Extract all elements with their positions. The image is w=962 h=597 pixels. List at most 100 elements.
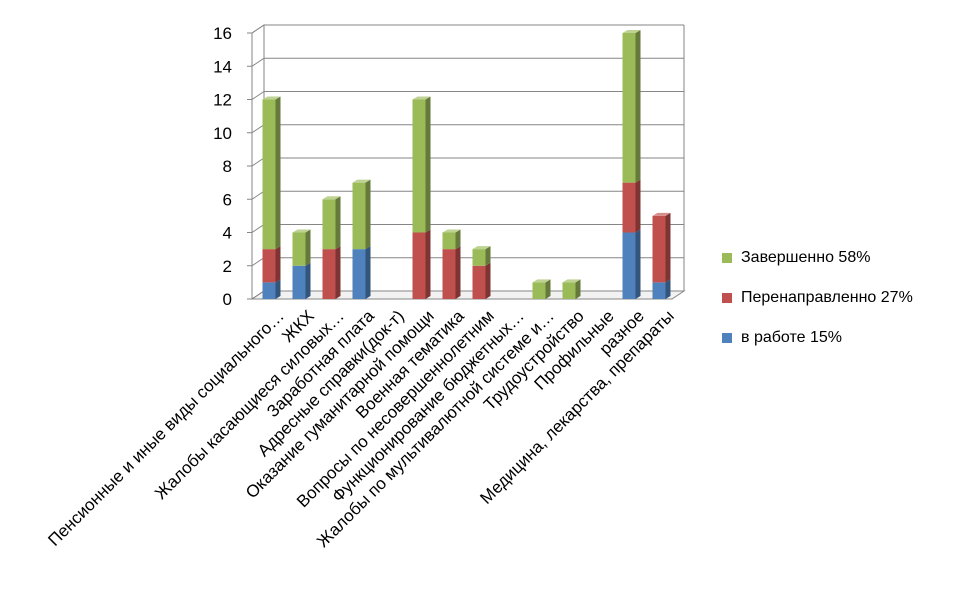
bar-side <box>425 229 431 299</box>
bar-side <box>635 30 641 183</box>
gridline <box>251 91 684 100</box>
bar-top <box>442 229 461 233</box>
bar-front <box>322 199 336 250</box>
legend-label-completed: Завершенно 58% <box>741 248 871 266</box>
bar-front <box>532 282 546 299</box>
bar-side <box>275 246 281 283</box>
bars <box>262 30 671 299</box>
bar-side <box>485 246 491 266</box>
bar-side <box>485 262 491 299</box>
y-tick-label: 4 <box>223 224 232 243</box>
legend-item-redirected[interactable]: Перенаправленно 27% <box>722 288 913 307</box>
legend-swatch-in-progress <box>722 332 732 343</box>
bar-segment <box>352 179 371 250</box>
floor <box>250 290 686 300</box>
bar-front <box>412 232 426 299</box>
bar-front <box>352 182 366 250</box>
y-axis-ticks: 0 2 4 6 8 10 12 14 16 <box>213 24 672 309</box>
bar-segment <box>262 279 281 299</box>
y-tick-label: 0 <box>223 290 232 309</box>
bar-segment <box>652 279 671 299</box>
bar-front <box>322 249 336 299</box>
bar-segment <box>292 262 311 299</box>
legend-item-completed[interactable]: Завершенно 58% <box>722 248 913 267</box>
y-tick-label: 16 <box>213 24 232 43</box>
bar-side <box>665 279 671 299</box>
bar-front <box>352 249 366 299</box>
bar-segment <box>652 212 671 283</box>
y-tick-label: 10 <box>213 124 232 143</box>
bar-top <box>322 196 341 200</box>
bar-front <box>292 232 306 266</box>
bar-side <box>305 262 311 299</box>
bar-segment <box>532 279 551 299</box>
legend-swatch-completed <box>722 252 732 263</box>
bar-front <box>652 215 666 283</box>
bar-side <box>365 246 371 299</box>
bar-top <box>532 279 551 283</box>
bar-front <box>622 182 636 233</box>
y-tick-label: 14 <box>213 57 232 76</box>
legend-swatch-redirected <box>722 292 732 303</box>
bar-segment <box>622 229 641 299</box>
legend-label-in-progress: в работе 15% <box>741 328 842 346</box>
bar-front <box>622 232 636 299</box>
bar-segment <box>472 246 491 266</box>
bar-top <box>652 212 671 216</box>
bar-top <box>412 96 431 100</box>
bar-side <box>275 279 281 299</box>
bar-segment <box>622 30 641 183</box>
bar-front <box>442 232 456 250</box>
bar-side <box>575 279 581 299</box>
y-tick-label: 8 <box>223 157 232 176</box>
bar-side <box>335 246 341 299</box>
bar-front <box>472 265 486 299</box>
bar-front <box>262 249 276 283</box>
bar-segment <box>622 179 641 233</box>
bar-segment <box>442 229 461 250</box>
gridline <box>251 57 684 67</box>
x-axis-ticks: Пенсионные и иные виды социального…ЖКХЖа… <box>44 306 677 551</box>
bar-side <box>635 229 641 299</box>
bar-top <box>352 179 371 183</box>
bar-side <box>425 96 431 233</box>
bar-front <box>292 265 306 299</box>
bar-side <box>305 229 311 266</box>
bar-front <box>412 99 426 233</box>
bar-segment <box>262 246 281 283</box>
bar-segment <box>352 246 371 299</box>
legend: Завершенно 58% Перенаправленно 27% в раб… <box>722 248 913 368</box>
y-tick-label: 2 <box>223 257 232 276</box>
bar-side <box>665 212 671 283</box>
bar-front <box>262 99 276 250</box>
y-tick-label: 6 <box>223 190 232 209</box>
bar-segment <box>292 229 311 266</box>
bar-segment <box>412 229 431 299</box>
bar-top <box>262 96 281 100</box>
bar-front <box>442 249 456 299</box>
bar-side <box>335 196 341 250</box>
bar-segment <box>472 262 491 299</box>
gridline <box>251 24 684 34</box>
bar-side <box>455 246 461 299</box>
bar-segment <box>442 246 461 299</box>
bar-front <box>622 33 636 183</box>
bar-side <box>275 96 281 250</box>
bar-side <box>545 279 551 299</box>
bar-side <box>365 179 371 250</box>
x-tick-label: Пенсионные и иные виды социального… <box>44 306 287 549</box>
bar-segment <box>262 96 281 250</box>
bar-top <box>472 246 491 250</box>
bar-front <box>262 282 276 299</box>
legend-label-redirected: Перенаправленно 27% <box>741 288 913 306</box>
bar-front <box>652 282 666 299</box>
bar-segment <box>562 279 581 299</box>
bar-segment <box>412 96 431 233</box>
y-tick-label: 12 <box>213 91 232 110</box>
bar-segment <box>322 196 341 250</box>
bar-front <box>472 249 486 266</box>
bar-side <box>635 179 641 233</box>
legend-item-in-progress[interactable]: в работе 15% <box>722 328 913 347</box>
bar-side <box>455 229 461 250</box>
